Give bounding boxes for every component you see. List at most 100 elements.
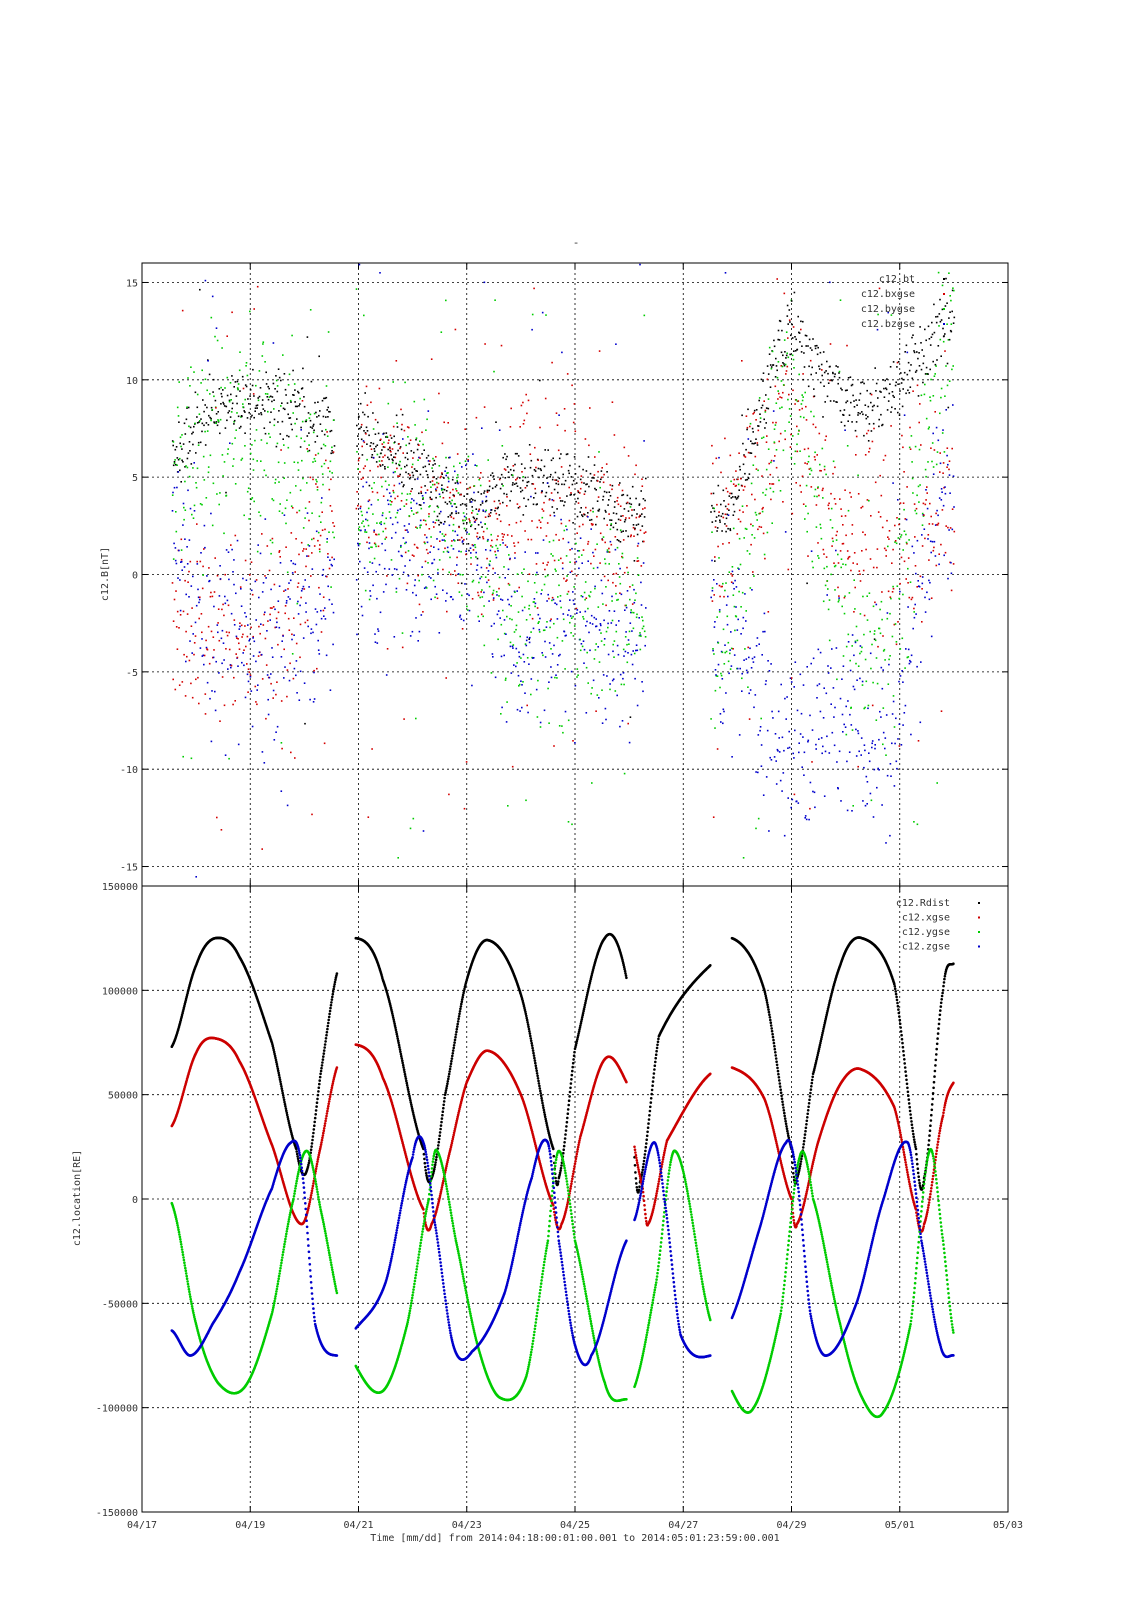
data-point	[831, 648, 833, 650]
data-point	[258, 395, 261, 398]
data-point	[716, 748, 719, 750]
data-point	[844, 389, 847, 392]
data-point	[172, 441, 175, 443]
data-point	[392, 1018, 396, 1021]
data-point	[313, 1116, 317, 1120]
data-point	[881, 618, 883, 621]
data-point	[817, 346, 819, 349]
data-point	[443, 488, 446, 491]
data-point	[720, 515, 723, 518]
data-point	[397, 509, 399, 512]
data-point	[508, 603, 510, 606]
data-point	[899, 390, 901, 392]
data-point	[226, 335, 228, 337]
data-point	[788, 319, 791, 321]
data-point	[459, 462, 461, 464]
data-point	[913, 503, 916, 505]
data-point	[915, 613, 917, 615]
data-point	[504, 544, 507, 546]
data-point	[806, 463, 808, 465]
data-point	[714, 560, 716, 562]
data-point	[566, 528, 568, 531]
data-point	[377, 421, 379, 424]
data-point	[530, 693, 532, 696]
data-point	[623, 571, 626, 574]
data-point	[585, 470, 588, 472]
data-point	[722, 543, 724, 545]
data-point	[567, 614, 569, 616]
data-point	[428, 513, 430, 515]
data-point	[937, 439, 940, 442]
data-point	[236, 387, 239, 389]
data-point	[322, 609, 325, 612]
data-point	[388, 439, 390, 442]
data-point	[275, 693, 277, 696]
data-point	[762, 372, 765, 374]
data-point	[721, 651, 724, 654]
data-point	[932, 395, 935, 397]
data-point	[285, 600, 288, 602]
data-point	[366, 443, 368, 445]
data-point	[735, 470, 737, 472]
data-point	[579, 649, 582, 652]
data-point	[385, 517, 387, 520]
data-point	[732, 514, 735, 516]
data-point	[741, 360, 743, 362]
data-point	[851, 533, 853, 535]
data-point	[855, 399, 857, 401]
data-point	[773, 756, 776, 758]
data-point	[449, 514, 452, 517]
data-point	[882, 459, 885, 461]
data-point	[767, 398, 770, 400]
data-point	[620, 515, 622, 517]
data-point	[640, 635, 642, 637]
data-point	[269, 395, 272, 398]
data-point	[910, 654, 913, 657]
data-point	[572, 740, 574, 742]
data-point	[939, 320, 942, 323]
data-point	[867, 707, 869, 710]
data-point	[542, 654, 544, 657]
data-point	[819, 381, 822, 384]
data-point	[321, 1061, 324, 1064]
data-point	[949, 527, 952, 529]
data-point	[711, 600, 714, 602]
data-point	[249, 674, 252, 677]
data-point	[257, 544, 259, 546]
data-point	[303, 682, 306, 684]
data-point	[275, 445, 278, 448]
data-point	[872, 422, 875, 425]
data-point	[777, 750, 779, 752]
data-point	[240, 605, 243, 607]
data-point	[550, 553, 552, 555]
data-point	[515, 521, 518, 524]
data-point	[506, 546, 508, 548]
data-point	[836, 401, 838, 403]
data-point	[917, 485, 920, 488]
data-point	[208, 579, 211, 582]
data-point	[515, 628, 517, 631]
data-point	[846, 445, 849, 447]
data-point	[884, 737, 887, 739]
data-point	[883, 387, 885, 390]
data-point	[387, 466, 389, 468]
data-point	[424, 519, 427, 522]
data-point	[938, 325, 940, 327]
data-point	[316, 611, 319, 613]
data-point	[225, 631, 228, 633]
data-point	[187, 489, 189, 492]
data-point	[332, 419, 335, 421]
data-point	[316, 416, 318, 418]
data-point	[629, 598, 631, 601]
data-point	[811, 349, 813, 351]
data-point	[493, 478, 495, 480]
data-point	[769, 386, 772, 388]
data-point	[335, 972, 339, 975]
data-point	[835, 647, 838, 649]
data-point	[605, 718, 607, 721]
data-point	[912, 334, 914, 336]
data-point	[896, 767, 898, 770]
data-point	[379, 465, 382, 467]
data-point	[880, 716, 882, 718]
data-point	[784, 430, 786, 432]
